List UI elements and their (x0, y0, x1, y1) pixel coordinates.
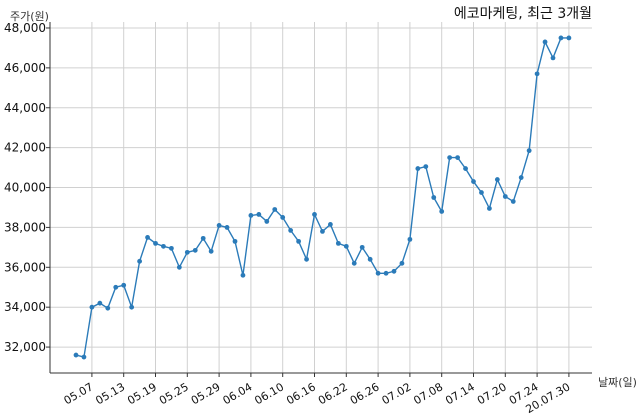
price-point (264, 219, 270, 224)
y-tick-label: 34,000 (4, 300, 46, 314)
price-point (431, 195, 437, 200)
price-point (113, 284, 119, 290)
y-tick-label: 36,000 (4, 260, 46, 274)
axes (46, 22, 592, 377)
y-tick-label: 46,000 (4, 61, 46, 75)
price-point (359, 244, 365, 250)
x-tick-label: 05.19 (125, 380, 159, 407)
price-point (216, 223, 222, 228)
price-point (288, 228, 294, 233)
price-point (343, 243, 349, 249)
price-point (399, 260, 405, 266)
x-tick-label: 07.14 (443, 380, 477, 407)
x-tick-label: 07.20 (475, 380, 509, 407)
price-point (383, 270, 389, 276)
price-point (550, 55, 556, 61)
price-point (471, 179, 476, 184)
price-point (542, 39, 548, 45)
x-tick-label: 06.26 (348, 380, 382, 407)
x-tick-label: 06.22 (316, 380, 350, 407)
y-tick-label: 40,000 (4, 181, 46, 195)
price-point (272, 207, 278, 212)
x-tick-label: 05.29 (189, 380, 223, 407)
price-point (447, 155, 453, 161)
price-point (510, 199, 516, 204)
y-tick-label: 38,000 (4, 220, 46, 234)
price-point (558, 35, 564, 41)
price-point (129, 304, 135, 310)
price-point (224, 225, 230, 230)
x-tick-label: 07.08 (411, 380, 445, 407)
price-point (176, 264, 182, 270)
price-point (137, 258, 143, 264)
price-point (280, 215, 286, 220)
price-point (423, 164, 429, 169)
price-point (494, 177, 500, 182)
chart-title: 에코마케팅, 최근 3개월 (454, 6, 592, 22)
x-tick-labels: 05.0705.1305.1905.2505.2906.0406.1006.16… (62, 380, 573, 415)
x-tick-label: 05.07 (62, 380, 96, 407)
x-tick-label: 05.25 (157, 380, 191, 407)
price-point (479, 190, 484, 195)
price-point (121, 282, 127, 288)
price-point (208, 248, 214, 254)
y-axis-label: 주가(원) (10, 10, 49, 23)
price-points (73, 35, 572, 360)
price-point (335, 240, 341, 246)
y-tick-label: 42,000 (4, 141, 46, 155)
price-point (526, 148, 532, 154)
price-point (81, 354, 87, 360)
price-point (391, 268, 397, 274)
price-point (145, 234, 150, 240)
price-point (200, 235, 206, 241)
price-line (75, 37, 569, 358)
price-point (97, 300, 103, 306)
price-point (415, 166, 421, 171)
price-point (232, 238, 238, 244)
x-tick-label: 06.16 (284, 380, 318, 407)
x-tick-label: 06.10 (252, 380, 286, 407)
y-tick-label: 32,000 (4, 340, 46, 354)
price-point (89, 304, 95, 310)
price-point (153, 240, 158, 246)
price-point (566, 35, 572, 41)
price-point (320, 229, 325, 234)
price-point (502, 194, 508, 199)
price-point (328, 222, 333, 227)
price-point (105, 305, 111, 311)
price-point (184, 249, 190, 255)
price-point (169, 245, 174, 251)
price-point (487, 206, 492, 211)
y-tick-label: 48,000 (4, 21, 46, 35)
price-point (248, 213, 254, 218)
price-point (407, 236, 413, 242)
price-point (304, 256, 309, 262)
price-point (240, 272, 246, 278)
x-tick-label: 05.13 (93, 380, 127, 407)
x-axis-label: 날짜(일) (598, 375, 637, 389)
price-point (296, 238, 301, 244)
price-point (73, 352, 79, 358)
grid-lines (50, 22, 592, 373)
y-tick-labels: 32,000 34,000 36,000 38,000 40,000 42,000 44,0… (4, 21, 46, 354)
x-tick-label: 06.04 (221, 380, 255, 407)
price-point (455, 155, 460, 161)
x-tick-label: 07.02 (380, 380, 414, 407)
price-series (75, 37, 569, 358)
price-point (367, 256, 373, 262)
y-tick-label: 44,000 (4, 101, 46, 115)
price-point (518, 175, 524, 180)
price-point (439, 209, 445, 214)
price-point (256, 212, 262, 217)
price-point (351, 260, 357, 266)
price-point (463, 166, 468, 171)
price-point (192, 247, 198, 253)
price-point (375, 270, 381, 276)
price-point (161, 243, 166, 249)
price-point (312, 212, 317, 217)
price-point (534, 71, 540, 77)
